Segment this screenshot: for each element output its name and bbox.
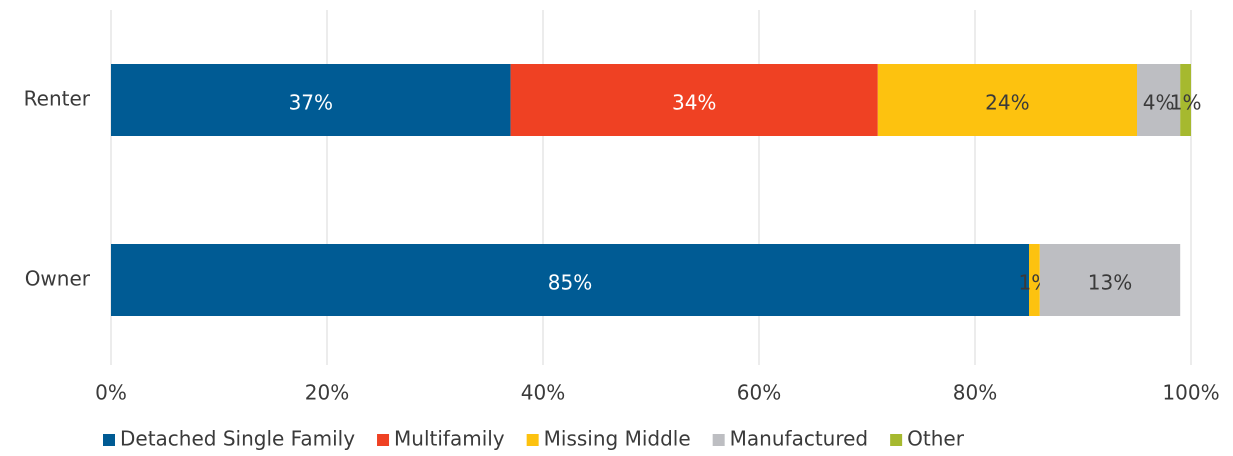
legend-swatch bbox=[526, 434, 539, 446]
data-label: 4% bbox=[1143, 91, 1175, 115]
legend-label: Manufactured bbox=[730, 427, 868, 451]
data-label: 1% bbox=[1170, 91, 1202, 115]
y-tick-label: Owner bbox=[25, 267, 91, 291]
data-label: 85% bbox=[548, 271, 592, 295]
bar-segment bbox=[510, 64, 878, 136]
bar-segment bbox=[1137, 64, 1181, 136]
legend-swatch bbox=[103, 434, 115, 446]
x-tick-label: 0% bbox=[95, 381, 127, 405]
data-label: 37% bbox=[289, 91, 333, 115]
bar-segment bbox=[877, 64, 1137, 136]
legend-label: Detached Single Family bbox=[120, 427, 355, 451]
legend-label: Other bbox=[907, 427, 965, 451]
legend-swatch bbox=[890, 434, 903, 446]
bar-segment bbox=[111, 244, 1029, 316]
data-label: 34% bbox=[672, 91, 716, 115]
x-tick-label: 60% bbox=[737, 381, 781, 405]
x-tick-label: 40% bbox=[521, 381, 565, 405]
legend-label: Multifamily bbox=[394, 427, 505, 451]
y-tick-label: Renter bbox=[24, 87, 91, 111]
x-tick-label: 80% bbox=[953, 381, 997, 405]
bar-segment bbox=[1180, 64, 1191, 136]
legend-swatch bbox=[712, 434, 725, 446]
data-label: 13% bbox=[1088, 271, 1132, 295]
x-tick-label: 100% bbox=[1162, 381, 1219, 405]
legend-label: Missing Middle bbox=[544, 427, 691, 451]
data-label: 24% bbox=[985, 91, 1029, 115]
x-tick-label: 20% bbox=[305, 381, 349, 405]
bar-segment bbox=[111, 64, 511, 136]
bar-segment bbox=[1039, 244, 1181, 316]
bar-segment bbox=[1029, 244, 1040, 316]
legend-swatch bbox=[377, 434, 390, 446]
